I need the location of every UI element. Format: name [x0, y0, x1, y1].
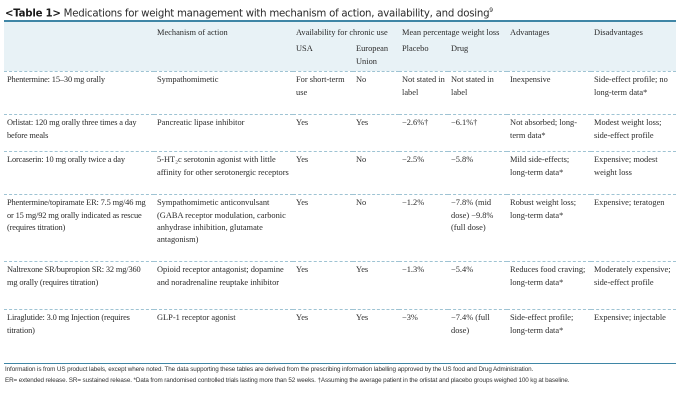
- table-row: Liraglutide: 3.0 mg Injection (requires …: [4, 309, 676, 347]
- cell-placebo: −1.3%: [402, 265, 425, 275]
- cell-eu: No: [356, 75, 367, 85]
- cell-eu: Yes: [356, 313, 369, 323]
- header-weight-loss: Mean percentage weight loss: [402, 28, 500, 37]
- header-row-top: Mechanism of action Availability for chr…: [4, 22, 676, 43]
- header-placebo: Placebo: [402, 44, 429, 54]
- table-row: Naltrexone SR/bupropion SR: 32 mg/360 mg…: [4, 261, 676, 310]
- cell-mechanism: 5-HT₂c serotonin agonist with little aff…: [157, 155, 289, 177]
- cell-mechanism: Sympathomimetic anticonvulsant (GABA rec…: [157, 198, 286, 245]
- cell-usa: Yes: [296, 265, 309, 275]
- table-footnotes: Information is from US product labels, e…: [5, 364, 675, 386]
- table-row: Orlistat: 120 mg orally three times a da…: [4, 114, 676, 152]
- header-advantages: Advantages: [510, 28, 550, 37]
- cell-mechanism: Opioid receptor antagonist; dopamine and…: [157, 265, 284, 287]
- cell-disadvantages: Moderately expensive; side-effect profil…: [594, 265, 671, 287]
- cell-advantages: Side-effect profile; long-term data*: [510, 313, 574, 335]
- table-row: Phentermine/topiramate ER: 7.5 mg/46 mg …: [4, 194, 676, 262]
- cell-mechanism: Sympathomimetic: [157, 75, 219, 85]
- cell-drug-loss: −5.8%: [451, 155, 474, 165]
- header-usa: USA: [296, 44, 313, 54]
- table-header: Mechanism of action Availability for chr…: [4, 22, 676, 72]
- header-drug-loss: Drug: [451, 44, 469, 54]
- cell-usa: For short-term use: [296, 75, 345, 97]
- table-title: Medications for weight management with m…: [63, 8, 490, 20]
- cell-disadvantages: Expensive; teratogen: [594, 198, 665, 208]
- cell-drug-loss: Not stated in label: [451, 75, 494, 97]
- cell-placebo: Not stated in label: [402, 75, 445, 97]
- cell-usa: Yes: [296, 313, 309, 323]
- header-disadvantages: Disadvantages: [594, 28, 643, 37]
- cell-usa: Yes: [296, 118, 309, 128]
- cell-drug-loss: −7.4% (full dose): [451, 313, 490, 335]
- cell-advantages: Not absorbed; long-term data*: [510, 118, 578, 140]
- table-label: <Table 1>: [5, 8, 61, 20]
- cell-drug: Orlistat: 120 mg orally three times a da…: [7, 118, 137, 140]
- cell-placebo: −2.6%†: [402, 118, 429, 128]
- cell-disadvantages: Expensive; modest weight loss: [594, 155, 658, 177]
- cell-mechanism: GLP-1 receptor agonist: [157, 313, 236, 323]
- cell-eu: Yes: [356, 265, 369, 275]
- table-row: Lorcaserin: 10 mg orally twice a day 5-H…: [4, 151, 676, 195]
- cell-drug: Phentermine/topiramate ER: 7.5 mg/46 mg …: [7, 198, 146, 233]
- footnote-line: Information is from US product labels, e…: [5, 366, 534, 373]
- header-mechanism: Mechanism of action: [157, 28, 228, 37]
- table-title-reference: 9: [489, 7, 493, 14]
- table-row: Phentermine: 15–30 mg orally Sympathomim…: [4, 71, 676, 115]
- cell-advantages: Robust weight loss; long-term data*: [510, 198, 577, 220]
- cell-advantages: Mild side-effects; long-term data*: [510, 155, 570, 177]
- cell-drug-loss: −6.1%†: [451, 118, 478, 128]
- header-availability: Availability for chronic use: [296, 28, 388, 37]
- cell-drug: Lorcaserin: 10 mg orally twice a day: [7, 155, 125, 165]
- cell-eu: No: [356, 155, 367, 165]
- cell-placebo: −3%: [402, 313, 418, 323]
- table-body: Phentermine: 15–30 mg orally Sympathomim…: [4, 71, 676, 347]
- cell-drug-loss: −7.8% (mid dose) −9.8% (full dose): [451, 198, 494, 233]
- cell-disadvantages: Modest weight loss; side-effect profile: [594, 118, 662, 140]
- cell-disadvantages: Side-effect profile; no long-term data*: [594, 75, 668, 97]
- header-drug: [4, 22, 154, 72]
- cell-placebo: −2.5%: [402, 155, 425, 165]
- header-eu: European Union: [356, 44, 389, 66]
- cell-placebo: −1.2%: [402, 198, 425, 208]
- cell-drug: Naltrexone SR/bupropion SR: 32 mg/360 mg…: [7, 265, 141, 287]
- cell-eu: No: [356, 198, 367, 208]
- medication-table: Mechanism of action Availability for chr…: [4, 22, 676, 346]
- cell-eu: Yes: [356, 118, 369, 128]
- cell-drug-loss: −5.4%: [451, 265, 474, 275]
- cell-advantages: Reduces food craving; long-term data*: [510, 265, 586, 287]
- cell-usa: Yes: [296, 155, 309, 165]
- footnote-line: ER= extended release. SR= sustained rele…: [5, 377, 570, 385]
- table-caption: <Table 1> Medications for weight managem…: [5, 3, 675, 19]
- medication-table-container: Mechanism of action Availability for chr…: [4, 20, 676, 364]
- cell-drug: Liraglutide: 3.0 mg Injection (requires …: [7, 313, 130, 335]
- cell-advantages: Inexpensive: [510, 75, 551, 85]
- cell-mechanism: Pancreatic lipase inhibitor: [157, 118, 245, 128]
- cell-usa: Yes: [296, 198, 309, 208]
- cell-disadvantages: Expensive; injectable: [594, 313, 666, 323]
- cell-drug: Phentermine: 15–30 mg orally: [7, 75, 105, 85]
